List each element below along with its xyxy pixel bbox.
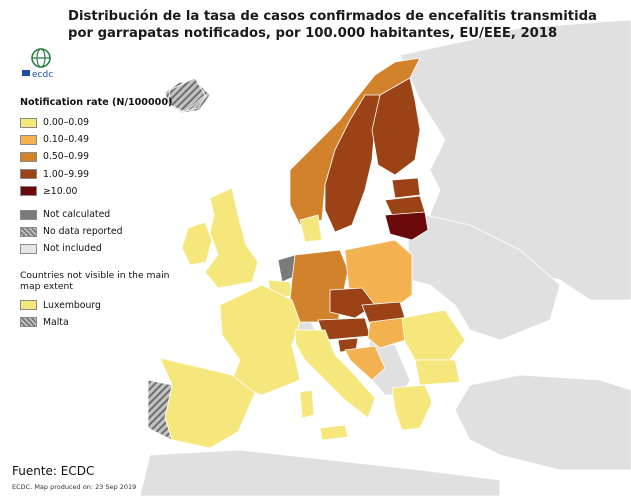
legend-label: 1.00–9.99 [43, 168, 90, 180]
legend-label: No data reported [43, 226, 123, 238]
legend-item-not-included: Not included [20, 240, 190, 257]
ecdc-globe-icon: ecdc [22, 48, 53, 80]
legend-label: Luxembourg [43, 299, 101, 311]
country-denmark [299, 214, 323, 243]
ecdc-logo-text: ecdc [32, 70, 53, 80]
legend-label: ≥10.00 [43, 185, 78, 197]
country-portugal [147, 379, 173, 441]
country-uk [204, 187, 259, 289]
legend-title: Notification rate (N/100000) [20, 97, 173, 108]
country-france [219, 284, 301, 396]
country-arctic-island [167, 77, 206, 113]
legend-label: Not included [43, 243, 102, 255]
legend-label: Not calculated [43, 209, 111, 221]
legend-note: Countries not visible in the main map ex… [20, 269, 170, 292]
country-romania [401, 309, 466, 361]
country-hungary [367, 317, 413, 349]
legend-label: Malta [43, 316, 69, 328]
legend-item-not-calculated: Not calculated [20, 206, 190, 223]
legend-swatch [20, 134, 37, 145]
legend-item-4: ≥10.00 [20, 183, 190, 200]
country-lithuania [384, 211, 429, 241]
legend: Notification rate (N/100000) 0.00–0.09 0… [20, 97, 190, 331]
country-sicily [319, 424, 349, 441]
country-bulgaria [414, 359, 461, 386]
legend-swatch [20, 300, 37, 311]
legend-swatch [20, 186, 37, 197]
legend-item-1: 0.10–0.49 [20, 131, 190, 148]
country-sweden [324, 94, 381, 233]
legend-item-no-data: No data reported [20, 223, 190, 240]
legend-item-3: 1.00–9.99 [20, 166, 190, 183]
map-title: Distribución de la tasa de casos confirm… [68, 9, 597, 41]
country-finland [371, 77, 421, 176]
country-greece [391, 384, 433, 431]
country-croatia [344, 345, 386, 381]
countries [147, 57, 466, 449]
legend-swatch [20, 151, 37, 162]
legend-item-luxembourg: Luxembourg [20, 297, 190, 314]
legend-item-malta: Malta [20, 314, 190, 331]
country-ireland [181, 221, 213, 266]
country-estonia [391, 177, 421, 199]
legend-swatch [20, 117, 37, 128]
region-turkey [454, 374, 631, 471]
legend-label: 0.00–0.09 [43, 117, 90, 129]
legend-swatch [20, 226, 37, 237]
produced-text: ECDC. Map produced on: 23 Sep 2019 [12, 483, 137, 491]
legend-swatch [20, 169, 37, 180]
country-sardinia [299, 389, 315, 419]
source-text: Fuente: ECDC [12, 464, 95, 478]
legend-item-0: 0.00–0.09 [20, 114, 190, 131]
legend-item-2: 0.50–0.99 [20, 148, 190, 165]
legend-swatch [20, 209, 37, 220]
country-italy [294, 329, 376, 419]
ecdc-logo: ecdc [18, 46, 64, 82]
legend-swatch [20, 243, 37, 254]
region-north-africa [139, 449, 501, 496]
legend-label: 0.10–0.49 [43, 134, 90, 146]
legend-label: 0.50–0.99 [43, 151, 90, 163]
legend-swatch [20, 317, 37, 328]
